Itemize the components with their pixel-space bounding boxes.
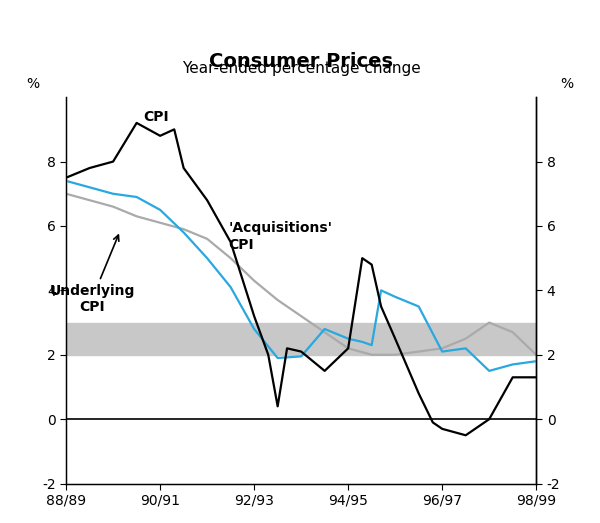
- Text: Year-ended percentage change: Year-ended percentage change: [182, 61, 421, 76]
- Bar: [66, 323, 536, 355]
- Title: Consumer Prices: Consumer Prices: [209, 52, 393, 71]
- Text: 'Acquisitions'
CPI: 'Acquisitions' CPI: [228, 221, 332, 252]
- Text: CPI: CPI: [143, 110, 169, 124]
- Text: %: %: [26, 77, 40, 92]
- Text: %: %: [560, 77, 574, 92]
- Text: Underlying
CPI: Underlying CPI: [49, 235, 134, 314]
